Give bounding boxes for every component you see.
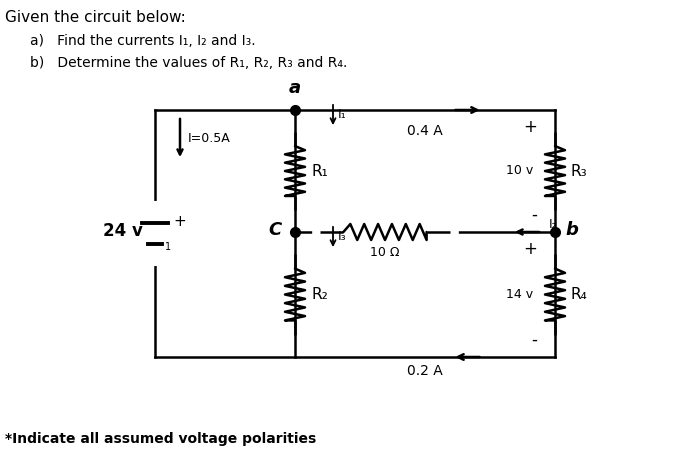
Text: +: + [173, 214, 186, 229]
Text: I=0.5A: I=0.5A [188, 132, 231, 145]
Text: 14 v: 14 v [506, 288, 533, 301]
Text: *Indicate all assumed voltage polarities: *Indicate all assumed voltage polarities [5, 432, 316, 446]
Text: b: b [565, 221, 578, 239]
Text: 1: 1 [165, 243, 171, 253]
Text: I₁: I₁ [338, 108, 347, 121]
Text: a: a [289, 79, 301, 97]
Text: C: C [269, 221, 282, 239]
Text: R₄: R₄ [571, 287, 587, 302]
Text: 0.2 A: 0.2 A [407, 364, 443, 378]
Text: R₃: R₃ [571, 164, 587, 178]
Text: R₂: R₂ [311, 287, 328, 302]
Text: Given the circuit below:: Given the circuit below: [5, 10, 186, 25]
Text: 10 v: 10 v [506, 164, 533, 177]
Text: -: - [531, 206, 537, 224]
Text: a)   Find the currents I₁, I₂ and I₃.: a) Find the currents I₁, I₂ and I₃. [30, 34, 255, 48]
Text: R₁: R₁ [311, 164, 328, 178]
Text: I₃: I₃ [338, 230, 347, 243]
Text: I₂: I₂ [549, 218, 557, 231]
Text: +: + [523, 240, 537, 258]
Text: +: + [523, 118, 537, 136]
Text: 0.4 A: 0.4 A [407, 124, 443, 138]
Text: 24 v: 24 v [103, 223, 143, 241]
Text: 10 Ω: 10 Ω [370, 246, 400, 259]
Text: -: - [531, 331, 537, 349]
Text: b)   Determine the values of R₁, R₂, R₃ and R₄.: b) Determine the values of R₁, R₂, R₃ an… [30, 56, 347, 70]
